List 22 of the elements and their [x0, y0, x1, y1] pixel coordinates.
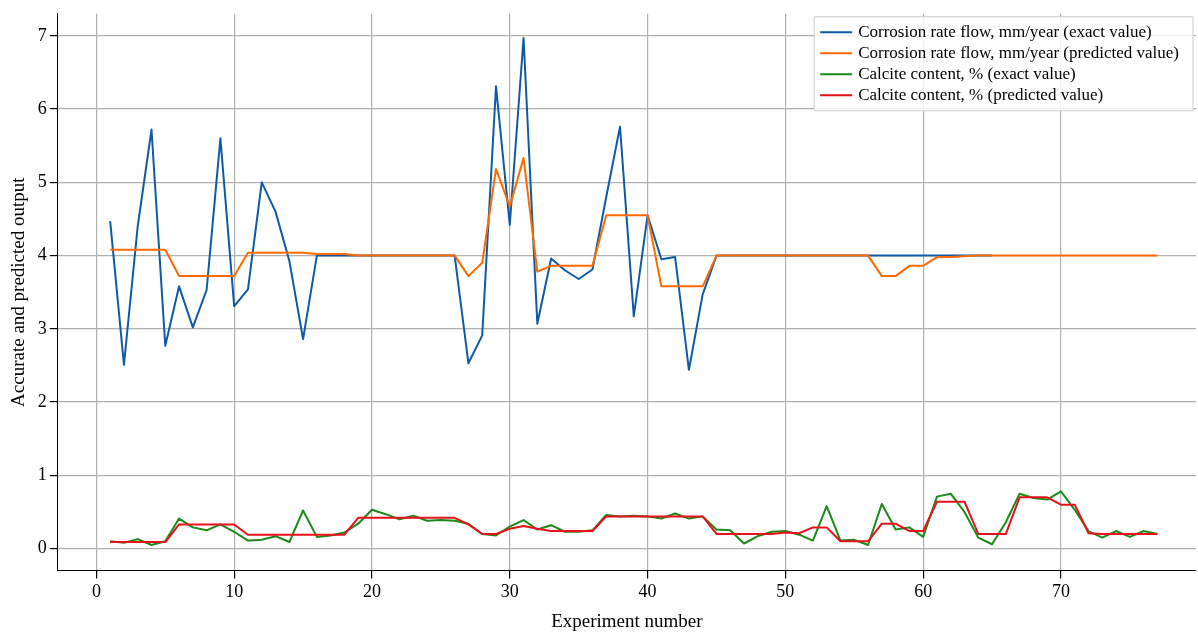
y-tick-label: 7: [37, 24, 47, 45]
x-tick-label: 10: [225, 581, 244, 602]
y-axis-title: Accurate and predicted output: [7, 176, 29, 407]
y-tick-label: 2: [37, 390, 47, 411]
y-tick-label: 1: [37, 464, 47, 485]
x-tick-label: 60: [914, 581, 933, 602]
legend-label: Calcite content, % (exact value): [858, 63, 1076, 83]
x-tick-label: 50: [776, 581, 795, 602]
y-tick-label: 0: [37, 537, 47, 558]
x-axis-title: Experiment number: [551, 609, 704, 631]
y-tick-label: 5: [37, 171, 47, 192]
legend-label: Calcite content, % (predicted value): [858, 84, 1104, 104]
y-tick-label: 4: [37, 244, 47, 265]
legend-label: Corrosion rate flow, mm/year (exact value): [858, 21, 1152, 41]
x-tick-label: 40: [638, 581, 657, 602]
y-tick-label: 3: [37, 317, 47, 338]
x-tick-label: 30: [500, 581, 519, 602]
y-tick-label: 6: [37, 97, 47, 118]
x-tick-label: 0: [91, 581, 101, 602]
x-tick-label: 20: [362, 581, 381, 602]
legend-label: Corrosion rate flow, mm/year (predicted value): [858, 42, 1180, 62]
x-tick-label: 70: [1051, 581, 1070, 602]
